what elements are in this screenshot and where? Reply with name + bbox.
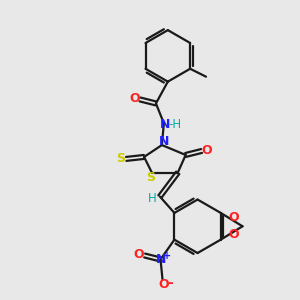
Text: O: O xyxy=(201,143,212,157)
Text: O: O xyxy=(130,92,140,105)
Text: O: O xyxy=(228,229,239,242)
Text: N: N xyxy=(159,135,169,148)
Text: O: O xyxy=(134,248,144,261)
Text: +: + xyxy=(164,250,172,260)
Text: N: N xyxy=(156,253,167,266)
Text: S: S xyxy=(116,152,125,165)
Text: S: S xyxy=(146,171,155,184)
Text: -H: -H xyxy=(168,118,181,131)
Text: O: O xyxy=(158,278,169,291)
Text: -: - xyxy=(168,276,173,290)
Text: H: H xyxy=(148,192,156,205)
Text: N: N xyxy=(160,118,170,131)
Text: O: O xyxy=(228,211,239,224)
